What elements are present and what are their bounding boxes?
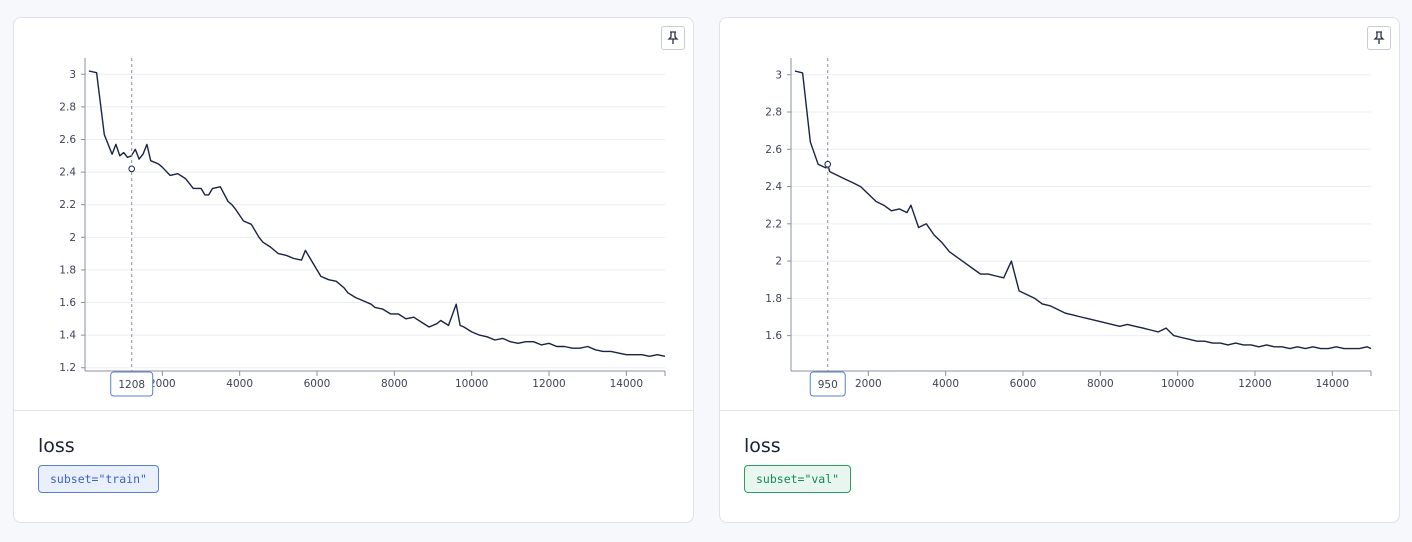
hover-x-label-box	[110, 371, 154, 397]
y-tick-label: 1.2	[59, 362, 76, 374]
x-tick-label: 12000	[1238, 378, 1271, 390]
y-tick-label: 2.6	[765, 144, 782, 156]
y-tick-label: 2.2	[765, 218, 782, 230]
x-tick-label: 8000	[381, 378, 408, 390]
card-footer: loss subset="val"	[720, 410, 1399, 522]
y-tick-label: 2.2	[59, 199, 76, 211]
y-tick-label: 1.8	[765, 293, 782, 305]
x-tick-label: 8000	[1087, 378, 1114, 390]
x-tick-label: 10000	[1161, 378, 1194, 390]
x-tick-label: 2000	[149, 378, 176, 390]
card-footer: loss subset="train"	[14, 410, 693, 522]
y-tick-label: 2.4	[59, 167, 76, 179]
y-tick-label: 3	[775, 69, 782, 81]
y-tick-label: 3	[69, 69, 76, 81]
pin-button[interactable]	[661, 26, 685, 50]
hover-point	[128, 165, 136, 173]
chart-card-val: 1.6 1.8 2 2.2 2.4 2.6 2.8 3 2000 4000 6000 8000 1000…	[719, 17, 1400, 523]
pin-button[interactable]	[1367, 26, 1391, 50]
x-tick-label: 14000	[610, 378, 643, 390]
y-tick-label: 2.8	[59, 101, 76, 113]
y-tick-label: 2.6	[59, 134, 76, 146]
hover-point	[824, 160, 832, 168]
pin-icon	[1373, 31, 1385, 44]
y-tick-label: 2	[775, 256, 782, 268]
y-tick-label: 2.4	[765, 181, 782, 193]
series-line	[794, 70, 1372, 350]
x-tick-label: 4000	[932, 378, 959, 390]
y-tick-label: 1.4	[59, 330, 76, 342]
y-tick-label: 1.6	[765, 330, 782, 342]
x-tick-label: 2000	[855, 378, 882, 390]
x-tick-label: 14000	[1316, 378, 1349, 390]
loss-chart-val[interactable]: 1.6 1.8 2 2.2 2.4 2.6 2.8 3 2000 4000 6000 8000 1000…	[720, 18, 1400, 410]
series-line	[88, 70, 666, 357]
y-tick-label: 2	[69, 232, 76, 244]
x-tick-label: 10000	[455, 378, 488, 390]
hover-x-label: 950	[818, 379, 838, 391]
chart-title: loss	[744, 435, 781, 457]
x-tick-label: 6000	[304, 378, 331, 390]
x-tick-label: 4000	[226, 378, 253, 390]
subset-tag[interactable]: subset="val"	[744, 465, 852, 493]
x-tick-label: 6000	[1010, 378, 1037, 390]
hover-x-label-box	[809, 371, 846, 397]
hover-x-label: 1208	[118, 379, 145, 391]
chart-title: loss	[38, 435, 75, 457]
y-tick-label: 1.8	[59, 264, 76, 276]
subset-tag[interactable]: subset="train"	[38, 465, 159, 493]
loss-chart-train[interactable]: 1.2 1.4 1.6 1.8 2 2.2 2.4 2.6 2.8 3 2000 4000 6000 80…	[14, 18, 694, 410]
y-tick-label: 2.8	[765, 107, 782, 119]
x-tick-label: 12000	[532, 378, 565, 390]
y-tick-label: 1.6	[59, 297, 76, 309]
chart-card-train: 1.2 1.4 1.6 1.8 2 2.2 2.4 2.6 2.8 3 2000 4000 6000 80…	[13, 17, 694, 523]
pin-icon	[667, 31, 679, 44]
